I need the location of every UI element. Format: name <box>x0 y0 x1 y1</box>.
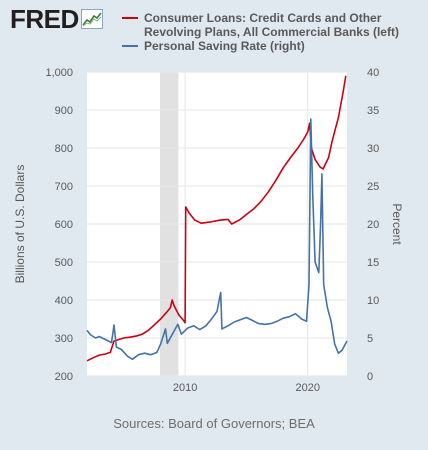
sources-note: Sources: Board of Governors; BEA <box>113 416 315 431</box>
left-tick-label: 400 <box>55 295 73 307</box>
legend-swatch-consumer-loans <box>122 17 138 19</box>
left-axis-label: Billions of U.S. Dollars <box>13 165 27 284</box>
right-tick-label: 0 <box>367 371 373 383</box>
fred-logo[interactable]: FRED <box>10 6 103 32</box>
legend-swatch-saving-rate <box>122 45 138 47</box>
left-tick-label: 300 <box>55 333 73 345</box>
x-tick-label: 2020 <box>296 382 320 394</box>
legend-item-consumer-loans[interactable]: Consumer Loans: Credit Cards and Other R… <box>122 11 422 39</box>
left-tick-label: 800 <box>55 143 73 155</box>
right-tick-label: 30 <box>367 143 379 155</box>
right-tick-label: 40 <box>367 67 379 79</box>
line-chart-icon <box>80 9 103 29</box>
legend-label-saving-rate: Personal Saving Rate (right) <box>144 39 305 53</box>
right-tick-label: 10 <box>367 295 379 307</box>
left-tick-label: 700 <box>55 181 73 193</box>
legend-label-consumer-loans: Consumer Loans: Credit Cards and Other R… <box>144 11 399 39</box>
left-tick-label: 200 <box>55 371 73 383</box>
fred-logo-text: FRED <box>10 4 79 34</box>
left-tick-label: 600 <box>55 219 73 231</box>
right-tick-label: 25 <box>367 181 379 193</box>
right-axis-label: Percent <box>390 203 404 245</box>
series-line-saving-rate <box>86 118 348 361</box>
right-tick-label: 20 <box>367 219 379 231</box>
x-tick-label: 2010 <box>173 382 197 394</box>
legend-item-saving-rate[interactable]: Personal Saving Rate (right) <box>122 39 422 53</box>
chart-legend: Consumer Loans: Credit Cards and Other R… <box>122 11 422 53</box>
right-tick-label: 15 <box>367 257 379 269</box>
line-chart: 200 300 400 500 600 700 800 900 1,000 0 5 10 15 20 25 3… <box>13 67 404 394</box>
right-tick-label: 5 <box>367 333 373 345</box>
left-tick-label: 500 <box>55 257 73 269</box>
left-tick-label: 900 <box>55 105 73 117</box>
right-tick-label: 35 <box>367 105 379 117</box>
left-tick-label: 1,000 <box>45 67 73 79</box>
